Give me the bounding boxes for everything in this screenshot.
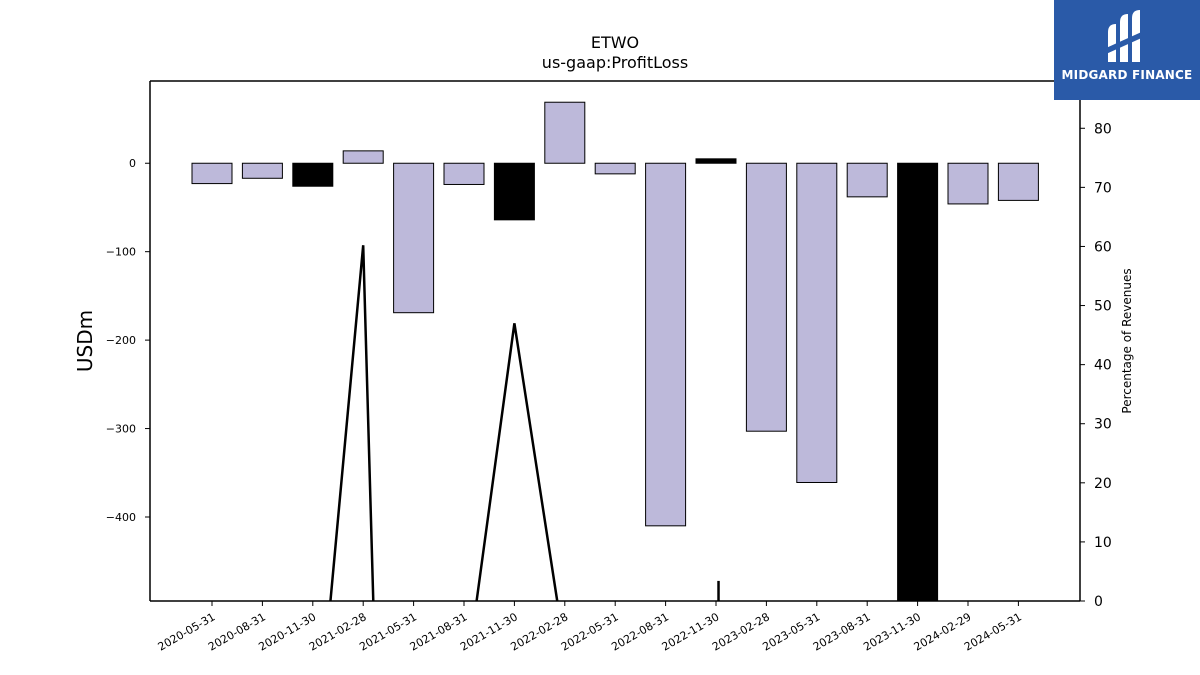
y-tick-label: −100 <box>106 246 136 259</box>
bar-2020-05-31 <box>191 162 233 185</box>
bar-2023-08-31 <box>846 162 888 198</box>
percentage-line-segment-2 <box>475 323 559 602</box>
y2-tick-label: 0 <box>1094 594 1103 610</box>
logo-text: MIDGARD FINANCE <box>1061 68 1193 82</box>
bar-2021-08-31 <box>443 162 485 185</box>
bar-2023-02-28 <box>745 162 787 432</box>
y-tick-label: 0 <box>129 157 136 170</box>
y2-tick-label: 10 <box>1094 535 1112 551</box>
y2-axis-label: Percentage of Revenues <box>1120 268 1134 413</box>
bar-2021-11-30 <box>493 162 535 221</box>
bar-2023-05-31 <box>796 162 838 483</box>
y2-tick-label: 20 <box>1094 476 1112 492</box>
y2-tick-label: 30 <box>1094 417 1112 433</box>
bar-2020-08-31 <box>241 162 283 179</box>
bar-2021-02-28 <box>342 150 384 164</box>
chart-title: ETWO <box>591 33 639 52</box>
y-axis-label: USDm <box>73 310 97 372</box>
y2-tick-label: 50 <box>1094 299 1112 315</box>
y2-tick-label: 60 <box>1094 239 1112 255</box>
percentage-line-segment-1 <box>329 245 375 602</box>
x-tick-label: 2024-05-31 <box>962 610 1024 653</box>
y-tick-label: −400 <box>106 511 136 524</box>
bar-2022-11-30 <box>695 158 737 164</box>
chart-subtitle: us-gaap:ProfitLoss <box>542 53 688 72</box>
bar-2022-05-31 <box>594 162 636 175</box>
bar-group <box>191 101 1039 602</box>
y-tick-label: −300 <box>106 423 136 436</box>
bar-2022-08-31 <box>645 162 687 527</box>
bar-2021-05-31 <box>393 162 435 314</box>
y2-tick-label: 70 <box>1094 180 1112 196</box>
y2-tick-label: 40 <box>1094 358 1112 374</box>
logo-mark-icon <box>1106 10 1146 62</box>
y-tick-label: −200 <box>106 334 136 347</box>
bar-2022-02-28 <box>544 101 586 164</box>
bar-2024-02-29 <box>947 162 989 205</box>
midgard-finance-logo: MIDGARD FINANCE <box>1054 0 1200 100</box>
bar-2024-05-31 <box>997 162 1039 201</box>
bar-2020-11-30 <box>292 162 334 187</box>
bar-2023-11-30 <box>897 162 939 602</box>
y2-tick-label: 80 <box>1094 121 1112 137</box>
